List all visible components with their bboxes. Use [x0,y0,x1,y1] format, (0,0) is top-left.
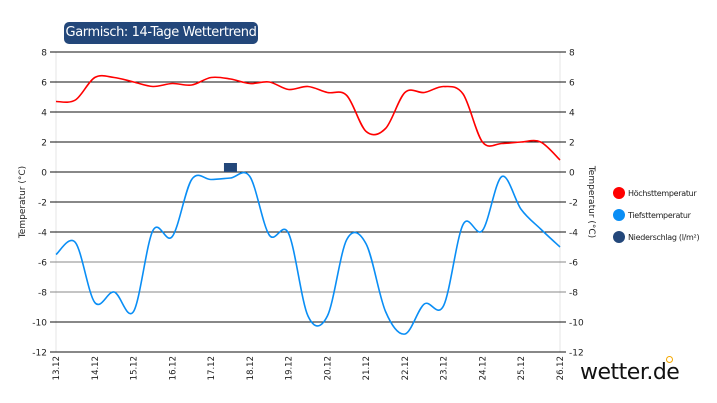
y-tick-label-left: -6 [38,259,47,269]
y-tick-label-left: 4 [41,109,47,119]
y-tick-label-right: 0 [569,169,575,179]
logo-ring-icon [666,356,673,363]
y-tick-label-right: 2 [569,139,575,149]
x-tick-label: 16.12 [168,356,178,380]
y-tick-label-right: -8 [569,289,578,299]
y-tick-label-left: 6 [41,79,47,89]
legend-label: Niederschlag (l/m²) [628,232,700,242]
x-tick-label: 25.12 [517,356,527,380]
y-tick-label-right: -10 [569,319,584,329]
x-tick-label: 13.12 [52,356,62,380]
min-temperature-line [55,171,561,335]
legend-label: Tiefsttemperatur [628,210,691,220]
x-tick-label: 23.12 [440,356,450,380]
y-tick-label-left: 0 [41,169,47,179]
y-tick-label-left: -8 [38,289,47,299]
x-tick-label: 24.12 [478,356,488,380]
x-tick-label: 15.12 [130,356,140,380]
y-tick-label-left: 8 [41,49,47,59]
x-tick-label: 14.12 [91,356,101,380]
x-tick-label: 20.12 [323,356,333,380]
max-temperature-line [55,74,561,161]
x-tick-label: 22.12 [401,356,411,380]
y-tick-label-right: 6 [569,79,575,89]
wetter-de-logo[interactable]: wetter.de [580,360,680,385]
y-tick-label-left: 2 [41,139,47,149]
y-tick-label-right: -2 [569,199,578,209]
x-tick-label: 21.12 [362,356,372,380]
x-tick-label: 18.12 [246,356,256,380]
y-tick-label-left: -12 [32,349,47,359]
y-tick-label-left: -10 [32,319,47,329]
x-tick-label: 26.12 [556,356,566,380]
precipitation-bar [223,163,237,172]
x-tick-label: 19.12 [285,356,295,380]
legend-item-min[interactable]: Tiefsttemperatur [613,209,691,221]
legend-item-max[interactable]: Höchsttemperatur [613,187,697,199]
legend-item-precip[interactable]: Niederschlag (l/m²) [613,231,700,243]
y-tick-label-right: -4 [569,229,578,239]
y-tick-label-right: -12 [569,349,584,359]
chart-title: Garmisch: 14-Tage Wettertrend [64,22,258,44]
y-tick-label-left: -4 [38,229,47,239]
y-tick-label-right: 8 [569,49,575,59]
y-axis-title-right: Temperatur (°C) [586,165,596,238]
y-tick-label-right: -6 [569,259,578,269]
legend-dot-icon [613,231,625,243]
y-axis-title-left: Temperatur (°C) [18,166,28,239]
legend-dot-icon [613,209,625,221]
y-tick-label-right: 4 [569,109,575,119]
legend-label: Höchsttemperatur [628,188,697,198]
x-tick-label: 17.12 [207,356,217,380]
y-tick-label-left: -2 [38,199,47,209]
legend-dot-icon [613,187,625,199]
